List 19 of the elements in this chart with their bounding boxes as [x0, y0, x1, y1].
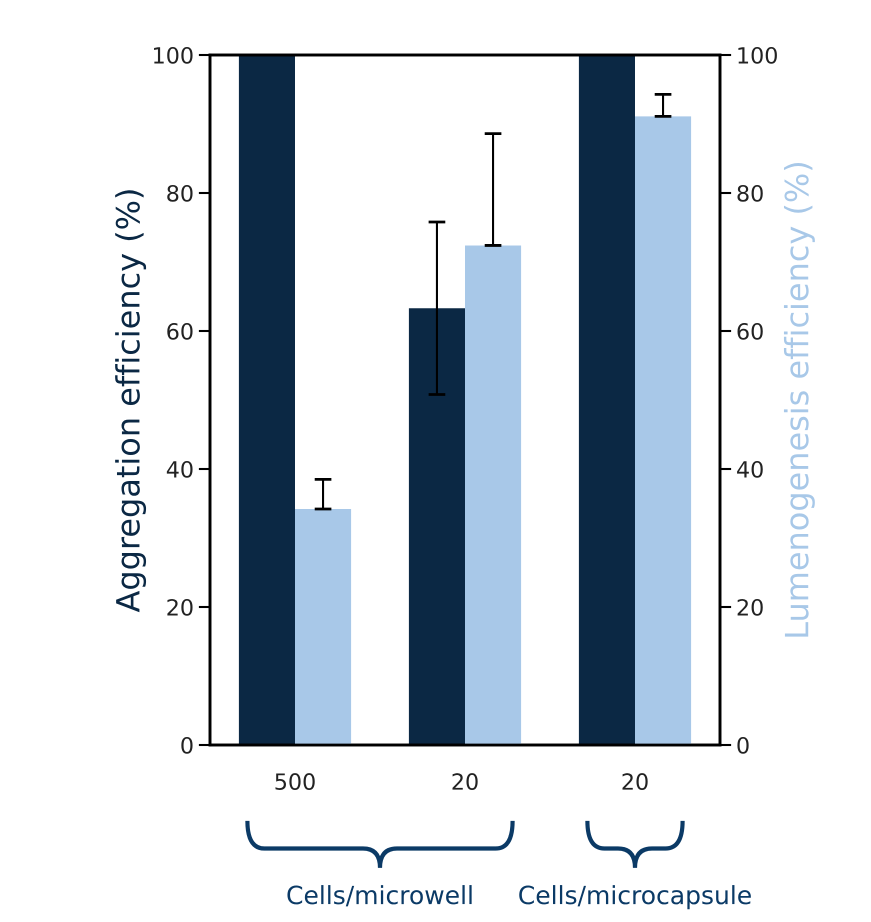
y2-tick-label: 0: [737, 736, 749, 754]
y-tick-label: 40: [166, 460, 193, 478]
x-tick-label: 500: [276, 773, 315, 790]
y-axis-title: Aggregation efficiency (%): [115, 190, 146, 612]
y-tick-label: 20: [167, 598, 193, 616]
y2-tick-label: 100: [738, 46, 777, 64]
y2-tick-label: 60: [738, 322, 763, 340]
y2-tick-label: 40: [737, 460, 763, 478]
y2-axis-title: Lumenogenesis efficiency (%): [784, 163, 815, 637]
y-tick-label: 100: [154, 46, 193, 64]
x-tick-label: 20: [452, 773, 478, 790]
y2-tick-label: 80: [737, 184, 763, 202]
y2-tick-label: 20: [738, 598, 763, 616]
y-tick-label: 60: [167, 322, 193, 340]
text: Cells/microwell: [287, 885, 472, 906]
text: Cells/microcapsule: [519, 885, 751, 910]
x-tick-label: 20: [622, 773, 648, 790]
y-tick-label: 80: [167, 184, 193, 202]
y-tick-label: 0: [181, 736, 193, 754]
